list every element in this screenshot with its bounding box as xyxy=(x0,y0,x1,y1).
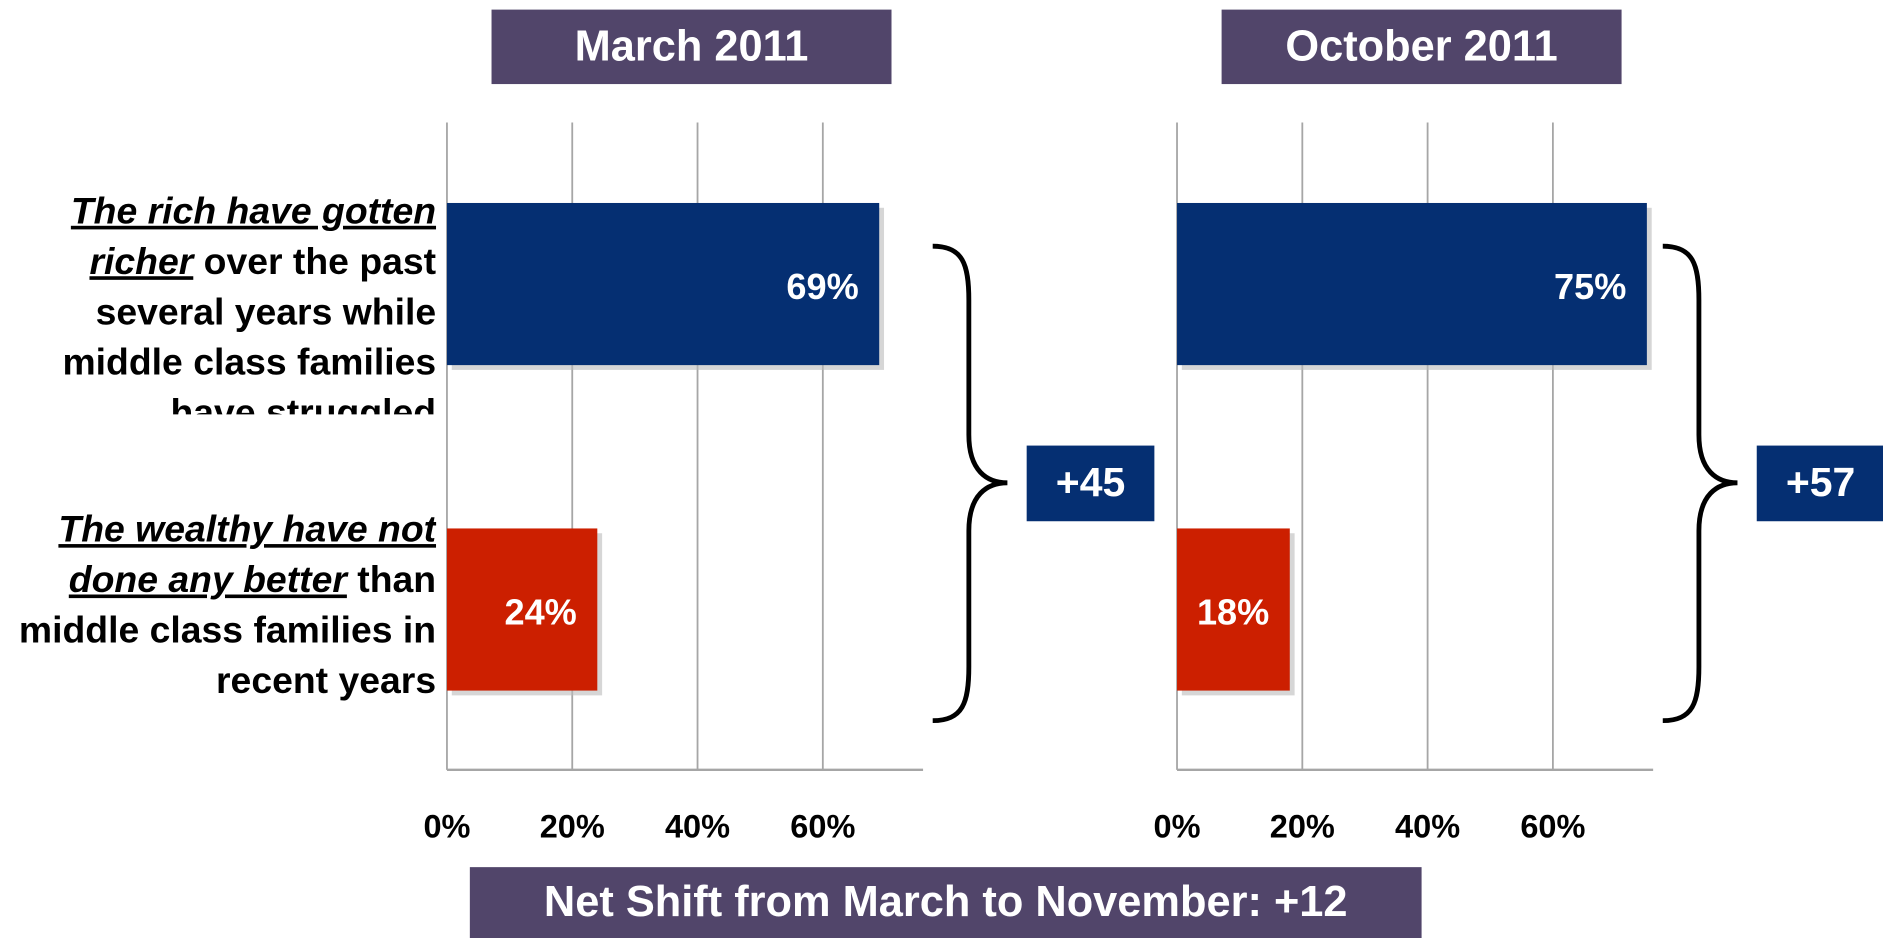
bar xyxy=(446,528,598,691)
category-label-text: The wealthy have not done any better tha… xyxy=(0,504,436,706)
x-tick-label: 0% xyxy=(423,808,470,844)
x-tick-label: 60% xyxy=(790,808,855,844)
annotation-box xyxy=(1026,445,1155,522)
bar xyxy=(446,202,880,366)
bar xyxy=(1177,202,1647,366)
chart-title: March 2011 xyxy=(575,23,809,71)
x-tick-label: 20% xyxy=(540,808,605,844)
category-label-text: The rich have gotten richer over the pas… xyxy=(0,186,437,415)
x-tick-label: 40% xyxy=(1395,808,1460,844)
value-label: 69% xyxy=(786,266,858,307)
x-tick-label: 0% xyxy=(1154,808,1201,844)
x-tick-label: 40% xyxy=(665,808,730,844)
x-tick-label: 60% xyxy=(1520,808,1585,844)
title-box xyxy=(491,9,892,85)
annotation-box xyxy=(1756,445,1883,522)
annotation: +57 xyxy=(1786,459,1855,505)
category-emphasis: The wealthy have not done any better xyxy=(58,508,437,601)
category-text: over the past several years while middle… xyxy=(62,240,437,415)
category-emphasis: The rich have gotten richer xyxy=(70,189,437,283)
category-label: The wealthy have not done any better tha… xyxy=(0,504,436,706)
title-box xyxy=(1221,9,1622,85)
footer: Net Shift from March to November: +12 xyxy=(544,878,1348,926)
category-text: than middle class families in recent yea… xyxy=(18,558,437,702)
footer-box xyxy=(469,867,1422,938)
value-label: 24% xyxy=(504,591,576,632)
x-tick-label: 20% xyxy=(1270,808,1335,844)
annotation: +45 xyxy=(1056,459,1125,505)
value-label: 18% xyxy=(1197,591,1269,632)
brace xyxy=(932,243,1008,724)
bar xyxy=(1177,528,1290,691)
category-label: The rich have gotten richer over the pas… xyxy=(0,186,437,415)
chart-title: October 2011 xyxy=(1285,23,1557,71)
value-label: 75% xyxy=(1554,266,1626,307)
brace xyxy=(1662,243,1738,724)
